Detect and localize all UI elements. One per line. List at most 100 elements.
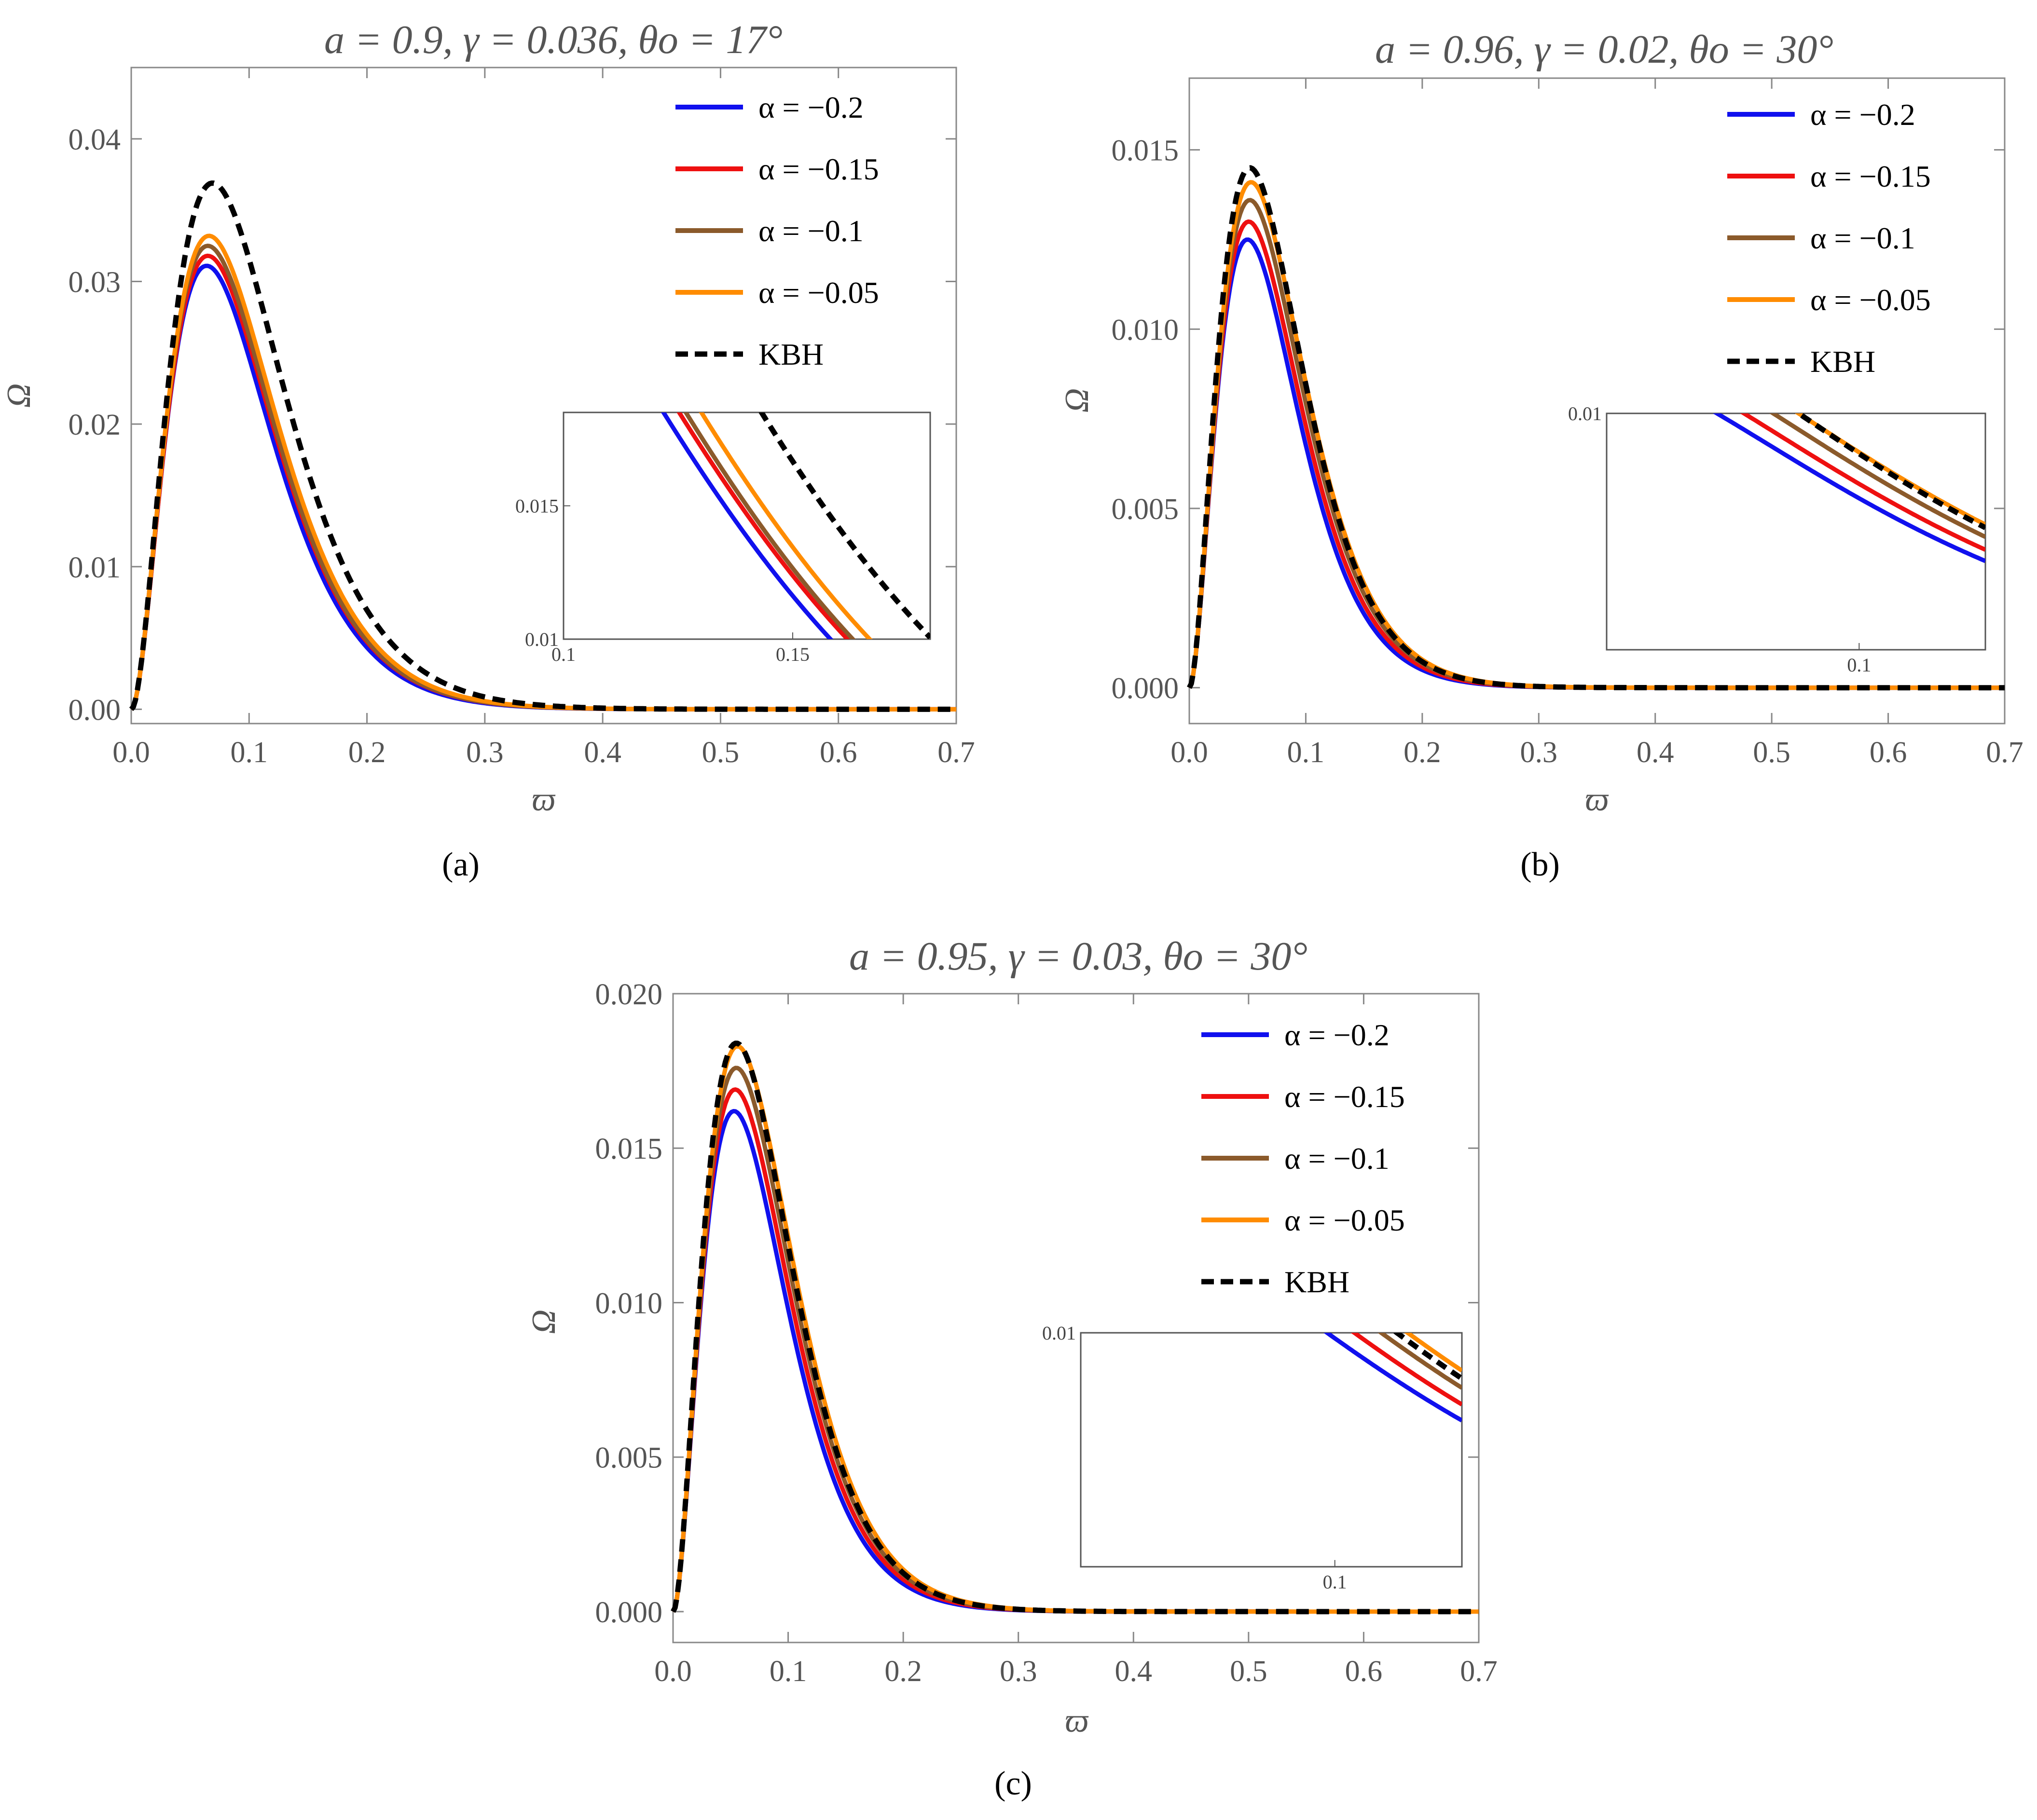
panel-b-xlabel: ϖ [1585, 781, 1609, 818]
panel-b-xtick-label-7: 0.7 [1986, 736, 2023, 769]
panel-a-xlabel: ϖ [532, 781, 556, 818]
panel-a-xtick-label-1: 0.1 [231, 736, 268, 769]
panel-b-series [1187, 165, 2006, 691]
panel-c-xtick-label-5: 0.5 [1230, 1655, 1267, 1688]
panel-a-inset-curves [661, 412, 930, 639]
panel-b-ticks [1188, 78, 2006, 724]
panel-a-inset-series-3 [699, 412, 873, 639]
panel-b-legend-label-4: KBH [1810, 344, 1875, 379]
panel-b: a = 0.96, γ = 0.02, θo = 30° 0.0 0.1 0.2 0.… [1059, 27, 2023, 883]
panel-c-inset-curves [1323, 1333, 1462, 1423]
panel-c-legend-label-3: α = −0.05 [1284, 1203, 1405, 1237]
panel-c-ytick-label-2: 0.010 [595, 1287, 663, 1320]
panel-a-xtick-label-4: 0.4 [584, 736, 621, 769]
panel-c-inset-xtick-label-0: 0.1 [1323, 1571, 1347, 1593]
panel-b-inset: 0.1 0.01 [1568, 403, 1986, 676]
panel-a-ylabel: Ω [0, 383, 38, 408]
panel-b-xtick-label-1: 0.1 [1287, 736, 1325, 769]
panel-a-ytick-labels: 0.00 0.01 0.02 0.03 0.04 [69, 123, 121, 727]
panel-b-inset-frame [1606, 412, 1986, 651]
panel-a-ytick-label-2: 0.02 [69, 409, 121, 441]
panel-a-xtick-label-2: 0.2 [348, 736, 386, 769]
panel-c-inset-series-1 [1350, 1333, 1462, 1407]
panel-c-xtick-label-2: 0.2 [884, 1655, 922, 1688]
panel-b-legend: α = −0.2 α = −0.15 α = −0.1 α = −0.05 KBH [1727, 97, 1931, 379]
panel-b-legend-label-3: α = −0.05 [1810, 283, 1931, 317]
panel-c-ticks [672, 993, 1480, 1642]
panel-a-xtick-label-3: 0.3 [466, 736, 504, 769]
panel-a-inset-series-1 [676, 412, 851, 639]
panel-a-inset-ytick-label-0: 0.01 [525, 629, 559, 650]
panel-b-ytick-label-0: 0.000 [1112, 672, 1179, 705]
panel-c-inset-series-2 [1377, 1333, 1462, 1390]
panel-a-legend-label-4: KBH [758, 337, 824, 371]
panel-a-title: a = 0.9, γ = 0.036, θo = 17° [324, 17, 783, 62]
panel-c-inset-frame [1080, 1332, 1463, 1568]
panel-b-inset-xtick-label-0: 0.1 [1847, 654, 1871, 676]
panel-c-legend-label-0: α = −0.2 [1284, 1018, 1390, 1052]
panel-b-ytick-label-2: 0.010 [1112, 314, 1179, 346]
panel-a-legend-label-2: α = −0.1 [758, 214, 864, 248]
panel-c-ytick-label-1: 0.005 [595, 1442, 663, 1475]
panel-c-xtick-label-0: 0.0 [654, 1655, 692, 1688]
panel-b-ytick-label-3: 0.015 [1112, 135, 1179, 167]
panel-a-ytick-label-0: 0.00 [69, 694, 121, 726]
panel-c-series [671, 1040, 1480, 1615]
panel-a-ytick-label-1: 0.01 [69, 551, 121, 584]
panel-b-series-4 [1187, 165, 2006, 691]
panel-c-legend-label-2: α = −0.1 [1284, 1141, 1390, 1176]
panel-c-series-4 [671, 1040, 1480, 1615]
panel-a-legend-label-1: α = −0.15 [758, 152, 879, 186]
panel-b-legend-label-1: α = −0.15 [1810, 159, 1931, 193]
panel-a-inset-xtick-label-1: 0.15 [776, 643, 810, 665]
panel-b-xtick-label-2: 0.2 [1404, 736, 1441, 769]
panel-a-xtick-label-6: 0.6 [820, 736, 857, 769]
panel-a-inset-series-0 [661, 412, 834, 639]
panel-a-inset-frame [563, 411, 931, 640]
panel-c-ytick-label-4: 0.020 [595, 978, 663, 1011]
panel-b-xtick-label-0: 0.0 [1170, 736, 1208, 769]
panel-a-legend-label-3: α = −0.05 [758, 275, 879, 310]
panel-a-plot-frame [130, 67, 957, 725]
panel-c-title: a = 0.95, γ = 0.03, θo = 30° [849, 934, 1308, 979]
panel-c-xtick-label-7: 0.7 [1460, 1655, 1498, 1688]
panel-b-ytick-labels: 0.000 0.005 0.010 0.015 [1112, 135, 1179, 705]
panel-a-xtick-label-0: 0.0 [112, 736, 150, 769]
panel-b-xtick-label-5: 0.5 [1753, 736, 1790, 769]
panel-a-inset-series-2 [683, 412, 856, 639]
panel-c-inset-series-0 [1323, 1333, 1462, 1423]
panel-c-inset-series-4 [1392, 1333, 1462, 1381]
panel-b-inset-ytick-label-0: 0.01 [1568, 403, 1602, 424]
panel-c-ylabel: Ω [525, 1310, 563, 1334]
panel-b-inset-series-4 [1794, 413, 1985, 530]
panel-b-xtick-label-3: 0.3 [1520, 736, 1558, 769]
panel-a-legend-label-0: α = −0.2 [758, 90, 864, 124]
panel-a-xtick-labels: 0.0 0.1 0.2 0.3 0.4 0.5 0.6 0.7 [112, 736, 975, 769]
panel-b-plot-frame [1188, 77, 2006, 725]
panel-b-xtick-labels: 0.0 0.1 0.2 0.3 0.4 0.5 0.6 0.7 [1170, 736, 2023, 769]
panel-c-legend-label-1: α = −0.15 [1284, 1080, 1405, 1114]
panel-b-legend-label-2: α = −0.1 [1810, 221, 1915, 255]
panel-c-legend: α = −0.2 α = −0.15 α = −0.1 α = −0.05 KBH [1201, 1018, 1405, 1299]
panel-a-inset: 0.1 0.15 0.01 0.015 [515, 411, 931, 665]
panel-c-xtick-label-3: 0.3 [1000, 1655, 1037, 1688]
panel-b-title: a = 0.96, γ = 0.02, θo = 30° [1375, 27, 1833, 72]
panel-b-xtick-label-4: 0.4 [1637, 736, 1674, 769]
panel-c-ytick-labels: 0.000 0.005 0.010 0.015 0.020 [595, 978, 663, 1629]
panel-c-xlabel: ϖ [1065, 1702, 1089, 1739]
panel-c-xtick-label-1: 0.1 [770, 1655, 807, 1688]
panel-c-xtick-label-6: 0.6 [1345, 1655, 1383, 1688]
panel-b-inset-curves [1712, 413, 1985, 563]
panel-c-xtick-labels: 0.0 0.1 0.2 0.3 0.4 0.5 0.6 0.7 [654, 1655, 1498, 1688]
panel-a-ytick-label-4: 0.04 [69, 123, 121, 156]
panel-a-ticks [130, 68, 957, 724]
panel-b-inset-series-2 [1769, 413, 1985, 539]
panel-a: a = 0.9, γ = 0.036, θo = 17° 0.0 0.1 0.2 0.… [0, 17, 975, 883]
panel-b-ylabel: Ω [1059, 388, 1096, 413]
panel-a-series [129, 180, 957, 712]
panel-c-xtick-label-4: 0.4 [1115, 1655, 1153, 1688]
panel-c-ytick-label-3: 0.015 [595, 1133, 663, 1165]
panel-c-inset: 0.1 0.01 [1042, 1322, 1463, 1593]
